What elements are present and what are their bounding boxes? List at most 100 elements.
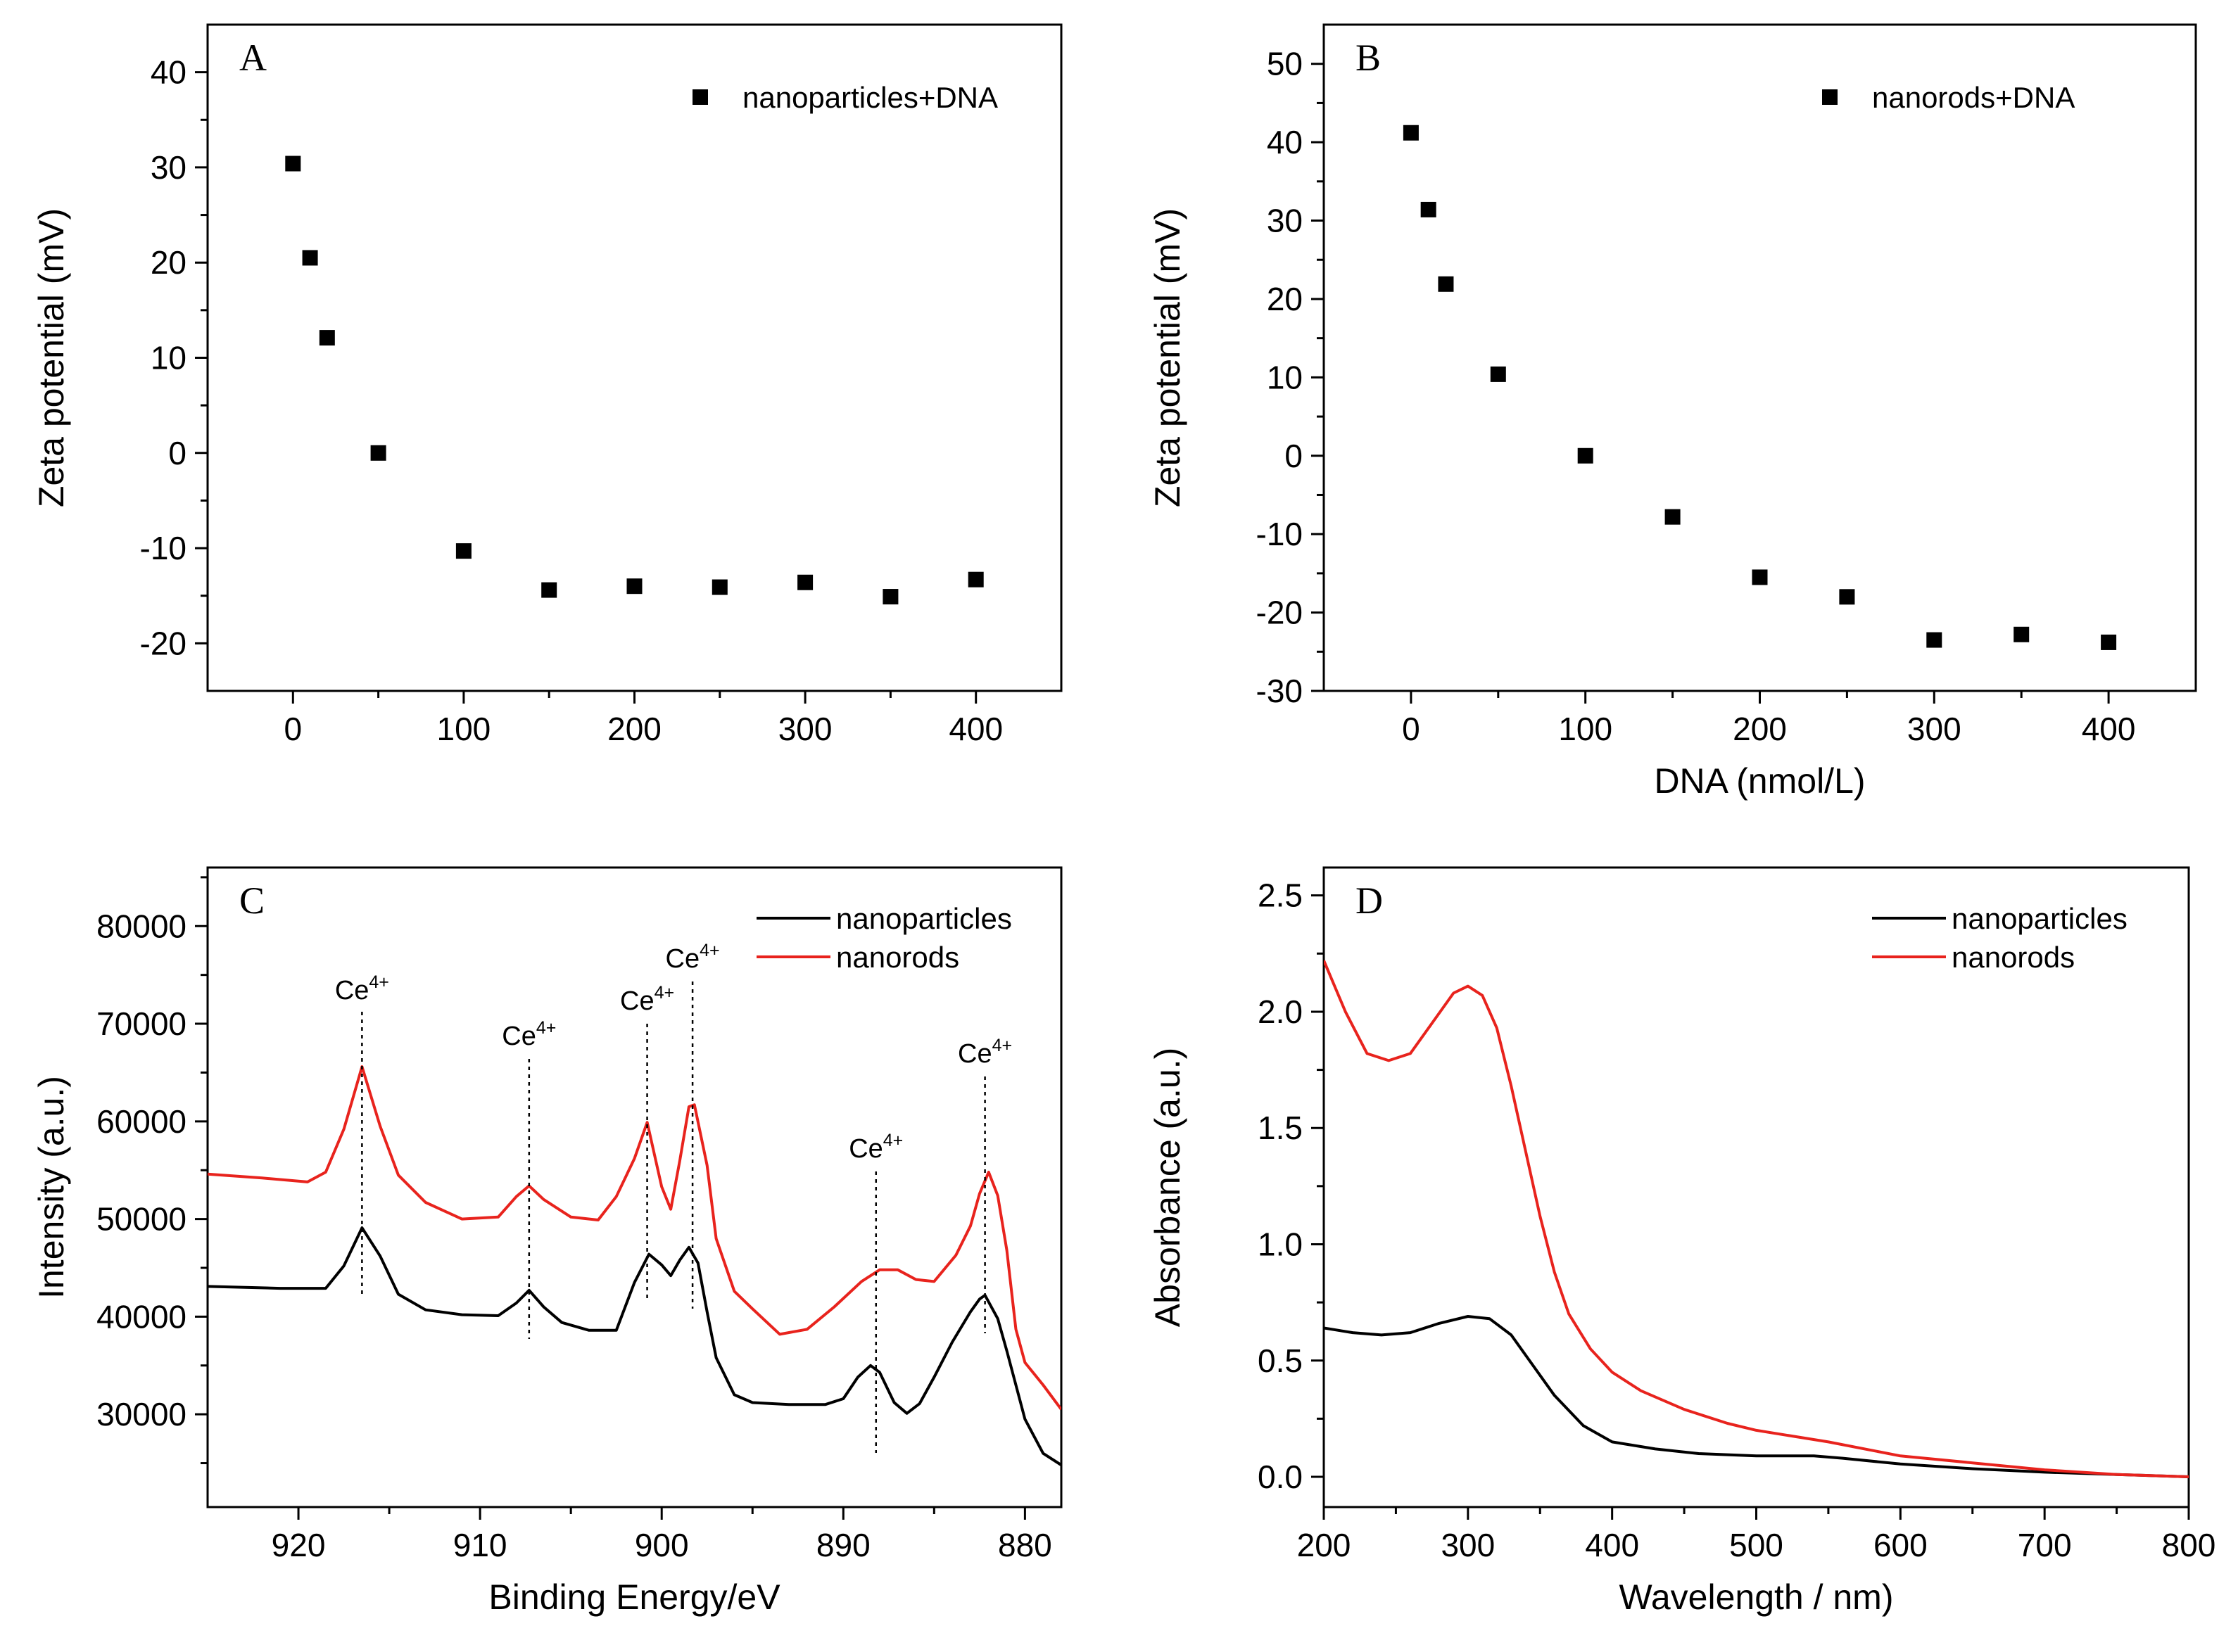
- legend-label: nanoparticles: [1952, 902, 2128, 935]
- y-tick-label: 60000: [96, 1103, 186, 1140]
- data-point: [1926, 632, 1942, 648]
- peak-annotation-sup: 4+: [700, 941, 720, 960]
- y-tick-label: 50: [1267, 46, 1303, 82]
- peak-annotation: Ce4+: [666, 941, 720, 974]
- data-point: [968, 571, 984, 587]
- peak-annotation: Ce4+: [958, 1036, 1012, 1069]
- x-tick-label: 300: [1907, 711, 1961, 747]
- plot-frame: [1322, 23, 2197, 692]
- y-tick-label: 10: [1267, 359, 1303, 395]
- y-tick-label: -20: [1256, 595, 1303, 631]
- y-tick-label: 40: [151, 54, 186, 91]
- data-point: [1577, 447, 1593, 464]
- peak-annotation: Ce4+: [335, 972, 389, 1005]
- peak-annotation: Ce4+: [502, 1018, 556, 1051]
- peak-annotation-text: Ce: [849, 1134, 883, 1164]
- x-axis-label: Wavelength / nm): [1619, 1577, 1894, 1617]
- series-line-nanorods: [1324, 960, 2189, 1478]
- x-tick-label: 880: [998, 1527, 1052, 1563]
- x-tick-label: 200: [607, 711, 662, 747]
- peak-annotation-text: Ce: [502, 1022, 536, 1051]
- legend-label: nanoparticles+DNA: [742, 81, 998, 114]
- data-point: [455, 543, 472, 559]
- data-point: [1752, 569, 1768, 585]
- y-tick-label: 80000: [96, 908, 186, 944]
- panel-letter: D: [1355, 879, 1383, 922]
- series-line-nanorods: [208, 1065, 1061, 1411]
- y-tick-label: 20: [151, 244, 186, 281]
- panel-letter: C: [239, 879, 265, 922]
- x-tick-label: 910: [453, 1527, 507, 1563]
- legend-label: nanoparticles: [836, 902, 1012, 935]
- data-point: [370, 445, 386, 461]
- y-tick-label: 0: [1284, 438, 1303, 474]
- data-point: [883, 589, 899, 605]
- x-tick-label: 400: [2082, 711, 2136, 747]
- y-tick-label: 30000: [96, 1396, 186, 1432]
- x-tick-label: 400: [1585, 1527, 1639, 1563]
- legend-label: nanorods+DNA: [1872, 81, 2075, 114]
- x-tick-label: 500: [1729, 1527, 1783, 1563]
- legend-label: nanorods: [1952, 941, 2075, 974]
- x-tick-label: 700: [2018, 1527, 2072, 1563]
- y-tick-label: 0.5: [1258, 1342, 1303, 1379]
- plot-frame: [206, 866, 1063, 1508]
- y-tick-label: -10: [1256, 516, 1303, 552]
- x-tick-label: 200: [1733, 711, 1787, 747]
- y-tick-label: 1.0: [1258, 1226, 1303, 1262]
- y-tick-label: -30: [1256, 673, 1303, 709]
- peak-annotation-text: Ce: [666, 944, 700, 974]
- y-tick-label: 40: [1267, 124, 1303, 160]
- peak-annotation-sup: 4+: [536, 1018, 557, 1038]
- data-point: [797, 574, 814, 590]
- peak-annotation-text: Ce: [958, 1039, 992, 1069]
- chart-panel-D: 200 300 400 500 600 700 800 0.0 0.5 1.0 1.5 2.0 2.5 A…: [1148, 866, 2215, 1617]
- chart-panel-B: 0 100 200 300 400 -30 -20 -10 0 10 20 30 40 50 Zeta po…: [1148, 23, 2197, 801]
- y-tick-label: 2.0: [1258, 993, 1303, 1030]
- y-axis-label: Absorbance (a.u.): [1148, 1048, 1187, 1327]
- peak-annotation-text: Ce: [620, 986, 655, 1016]
- data-point: [712, 579, 728, 595]
- panel-letter: B: [1355, 37, 1381, 79]
- data-point: [1438, 276, 1454, 292]
- y-tick-label: 70000: [96, 1005, 186, 1042]
- peak-annotation-sup: 4+: [883, 1131, 904, 1150]
- legend-marker: [1822, 89, 1838, 105]
- x-tick-label: 0: [284, 711, 303, 747]
- x-tick-label: 890: [816, 1527, 871, 1563]
- legend-marker: [693, 89, 708, 105]
- peak-annotation: Ce4+: [620, 983, 674, 1016]
- y-axis-label: Zeta potential (mV): [1148, 208, 1187, 507]
- data-point: [626, 578, 643, 595]
- series-line-nanoparticles: [208, 1226, 1061, 1466]
- y-tick-label: -20: [140, 625, 186, 661]
- data-point: [541, 582, 557, 598]
- peak-annotation: Ce4+: [849, 1131, 903, 1164]
- x-tick-label: 100: [1558, 711, 1612, 747]
- data-point: [1664, 509, 1681, 525]
- x-axis-label: Binding Energy/eV: [488, 1577, 780, 1617]
- y-tick-label: 10: [151, 340, 186, 376]
- chart-panel-A: 0 100 200 300 400 -20 -10 0 10 20 30 40 Zeta potenti…: [32, 23, 1063, 747]
- data-point: [1490, 366, 1506, 382]
- y-tick-label: 40000: [96, 1298, 186, 1335]
- y-tick-label: 2.5: [1258, 877, 1303, 914]
- x-tick-label: 600: [1873, 1527, 1928, 1563]
- x-tick-label: 200: [1297, 1527, 1351, 1563]
- data-point: [319, 330, 335, 346]
- y-axis-label: Zeta potential (mV): [32, 208, 71, 507]
- x-tick-label: 400: [949, 711, 1003, 747]
- peak-annotation-text: Ce: [335, 976, 369, 1005]
- panel-letter: A: [239, 37, 267, 79]
- data-point: [1420, 201, 1436, 217]
- chart-panel-C: 920 910 900 890 880 30000 40000 50000 60000 70000…: [32, 866, 1063, 1617]
- legend-label: nanorods: [836, 941, 959, 974]
- y-tick-label: 1.5: [1258, 1110, 1303, 1146]
- data-point: [2013, 626, 2030, 642]
- x-tick-label: 920: [272, 1527, 326, 1563]
- data-point: [285, 155, 301, 172]
- y-tick-label: 30: [151, 149, 186, 186]
- peak-annotation-sup: 4+: [655, 983, 675, 1003]
- data-point: [1839, 589, 1855, 605]
